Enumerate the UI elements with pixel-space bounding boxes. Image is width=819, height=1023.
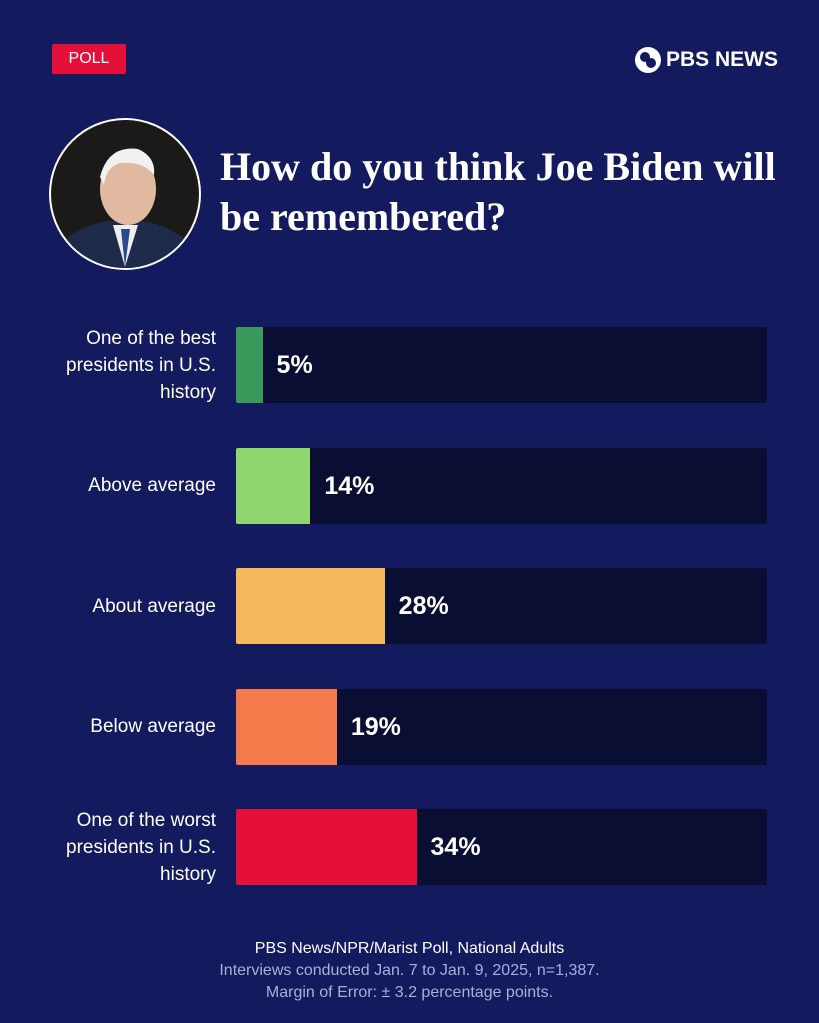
bar <box>236 327 263 403</box>
logo-text: PBS NEWS <box>666 48 779 71</box>
category-label: One of the worst presidents in U.S. hist… <box>66 809 216 885</box>
bar <box>236 688 337 765</box>
value-label: 28% <box>398 592 449 620</box>
value-label: 14% <box>324 471 375 500</box>
portrait <box>49 118 201 270</box>
bar <box>236 568 385 644</box>
footer: PBS News/NPR/Marist Poll, National Adult… <box>0 938 819 1004</box>
category-label-box: One of the best presidents in U.S. histo… <box>20 327 216 403</box>
category-label-box: Below average <box>20 689 216 765</box>
value-label: 19% <box>350 712 401 741</box>
note: Interviews conducted Jan. 7 to Jan. 9, 2… <box>219 962 600 979</box>
category-label-box: Above average <box>20 448 216 524</box>
logo: PBS NEWS <box>634 44 778 76</box>
bar-track <box>236 327 767 403</box>
category-label: One of the best presidents in U.S. histo… <box>66 327 216 403</box>
category-label: Below average <box>90 716 216 737</box>
category-label: Above average <box>88 475 216 496</box>
chart-title: How do you think Joe Biden will be remem… <box>220 144 776 239</box>
value-label: 34% <box>430 833 481 861</box>
badge: POLL <box>52 44 126 74</box>
category-label-box: One of the worst presidents in U.S. hist… <box>20 809 216 885</box>
source: PBS News/NPR/Marist Poll, National Adult… <box>254 940 565 957</box>
bar-track <box>236 447 767 524</box>
bar <box>236 809 417 885</box>
value-label: 5% <box>276 351 313 379</box>
category-label: About average <box>92 595 216 617</box>
logo-icon <box>635 47 661 73</box>
note: Margin of Error: ± 3.2 percentage points… <box>265 984 554 1001</box>
bar <box>236 447 311 524</box>
category-label-box: About average <box>20 568 216 644</box>
